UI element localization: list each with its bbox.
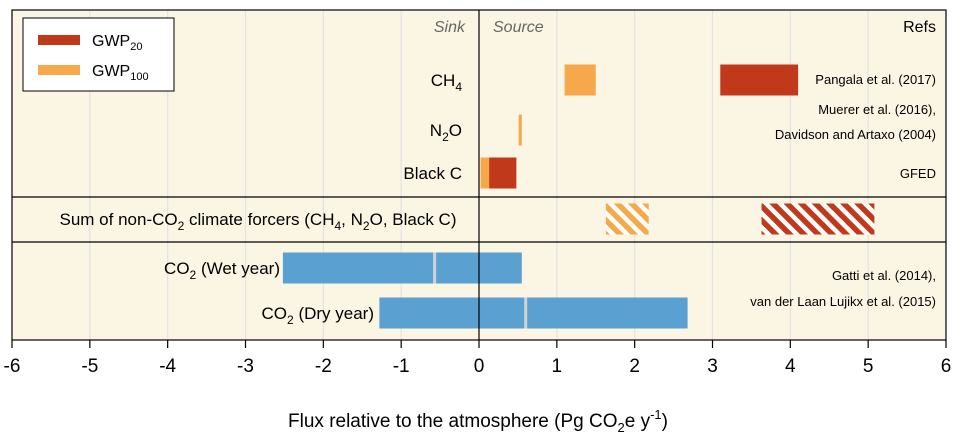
reference-text: Pangala et al. (2017) [815, 72, 936, 87]
bar-gwp100 [480, 157, 490, 189]
row-label: CH4 [431, 71, 463, 94]
legend-swatch-gwp100 [38, 65, 80, 75]
bar-gwp100 [564, 64, 596, 96]
legend-swatch-gwp20 [38, 35, 80, 45]
bar-gwp100 [605, 203, 649, 235]
x-tick-label: -6 [4, 356, 21, 377]
reference-text: van der Laan Lujikx et al. (2015) [750, 294, 936, 309]
x-tick-label: 3 [707, 356, 718, 377]
legend-box [22, 17, 175, 92]
legend-label-gwp100: GWP100 [92, 63, 149, 83]
x-axis-label: Flux relative to the atmosphere (Pg CO2e… [288, 407, 668, 435]
reference-text: Davidson and Artaxo (2004) [775, 127, 936, 142]
bar-gwp20 [761, 203, 875, 235]
x-tick-label: -1 [393, 356, 410, 377]
reference-text: GFED [900, 166, 936, 181]
reference-text: Gatti et al. (2014), [832, 268, 936, 283]
x-tick-label: 0 [474, 356, 485, 377]
legend: GWP20 GWP100 [22, 17, 175, 92]
reference-labels: Pangala et al. (2017) Muerer et al. (2016… [750, 72, 936, 309]
sink-label: Sink [434, 19, 466, 36]
bar-gwp20 [720, 64, 799, 96]
row-label: Black C [403, 164, 462, 183]
x-tick-label: 4 [785, 356, 796, 377]
row-label: Sum of non-CO2 climate forcers (CH4, N2O… [60, 210, 457, 233]
row-label: CO2 (Wet year) [164, 259, 280, 282]
row-label: CO2 (Dry year) [262, 304, 374, 327]
x-axis: -6 -5 -4 -3 -2 -1 0 1 2 3 4 5 6 [4, 340, 952, 377]
x-tick-label: 2 [629, 356, 640, 377]
bar-gwp100 [518, 114, 522, 146]
x-tick-label: -2 [315, 356, 332, 377]
x-tick-label: -3 [237, 356, 254, 377]
x-tick-label: -4 [159, 356, 176, 377]
row-labels: CH4 N2O Black C Sum of non-CO2 climate forc… [60, 71, 463, 327]
bar-co2 [379, 297, 688, 329]
x-tick-label: 5 [863, 356, 874, 377]
x-tick-label: -5 [81, 356, 98, 377]
x-tick-label: 6 [941, 356, 952, 377]
source-label: Source [493, 19, 544, 36]
bar-co2 [282, 252, 522, 284]
legend-label-gwp20: GWP20 [92, 33, 142, 53]
refs-label: Refs [903, 19, 936, 36]
bar-gwp20 [489, 157, 517, 189]
reference-text: Muerer et al. (2016), [818, 102, 936, 117]
row-label: N2O [430, 121, 462, 144]
x-tick-label: 1 [552, 356, 563, 377]
bars [282, 64, 875, 329]
